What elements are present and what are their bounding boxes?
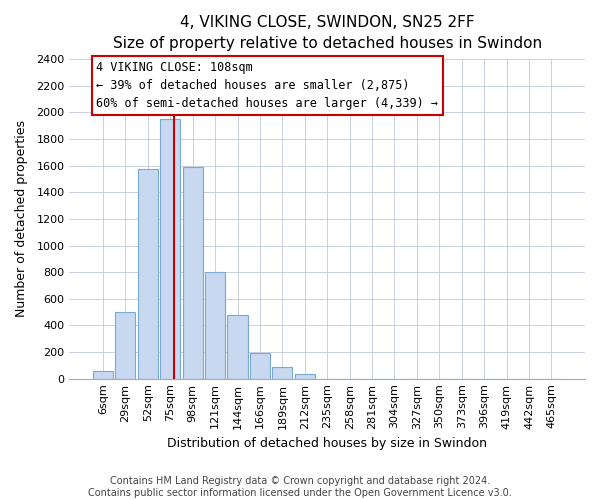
Bar [182,167,203,378]
Bar [138,169,158,378]
Bar [295,374,315,378]
Y-axis label: Number of detached properties: Number of detached properties [15,120,28,318]
Bar [250,354,270,378]
Bar [115,312,136,378]
Bar [93,372,113,378]
Text: 4 VIKING CLOSE: 108sqm
← 39% of detached houses are smaller (2,875)
60% of semi-: 4 VIKING CLOSE: 108sqm ← 39% of detached… [96,61,438,110]
Title: 4, VIKING CLOSE, SWINDON, SN25 2FF
Size of property relative to detached houses : 4, VIKING CLOSE, SWINDON, SN25 2FF Size … [113,15,542,51]
Bar [272,366,292,378]
Bar [160,119,181,378]
Bar [227,315,248,378]
Bar [205,272,225,378]
Text: Contains HM Land Registry data © Crown copyright and database right 2024.
Contai: Contains HM Land Registry data © Crown c… [88,476,512,498]
X-axis label: Distribution of detached houses by size in Swindon: Distribution of detached houses by size … [167,437,487,450]
